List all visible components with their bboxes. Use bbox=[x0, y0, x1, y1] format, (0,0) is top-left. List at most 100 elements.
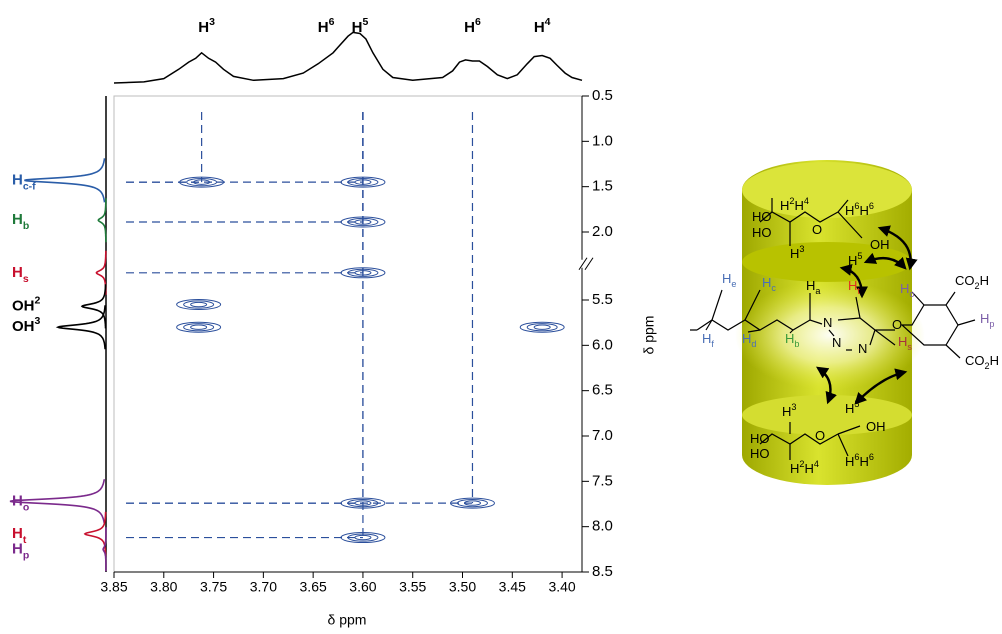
diagram-label: He bbox=[722, 271, 736, 289]
label-part: H bbox=[790, 246, 799, 261]
lower-ring-bond bbox=[759, 433, 839, 445]
label-part: HO bbox=[752, 225, 772, 240]
x-tick-label: 3.80 bbox=[150, 579, 177, 595]
label-part: CO bbox=[965, 353, 985, 368]
left-projection-peak bbox=[83, 511, 107, 556]
label-part: e bbox=[731, 279, 736, 289]
label-part: 2 bbox=[975, 281, 980, 291]
diagram-label: OH bbox=[870, 237, 890, 252]
cross-peak-contour bbox=[176, 321, 222, 333]
benzene-bond bbox=[900, 291, 976, 359]
label-part: H bbox=[742, 331, 751, 346]
label-part: H bbox=[785, 331, 794, 346]
lower-ring-bond bbox=[789, 422, 861, 460]
label-part: O bbox=[892, 317, 902, 332]
top-projection bbox=[113, 31, 583, 84]
label-part: b bbox=[794, 339, 799, 349]
y-tick-label: 2.0 bbox=[592, 223, 613, 240]
noe-arrow bbox=[877, 225, 918, 271]
x-tick-label: 3.40 bbox=[548, 579, 575, 595]
guest-glow bbox=[735, 280, 925, 390]
diagram-label: Hp bbox=[980, 311, 994, 329]
cross-peak-contour bbox=[347, 533, 379, 542]
label-part: 6 bbox=[869, 201, 874, 211]
cyclodextrin-diagram bbox=[690, 160, 976, 485]
diagram-label: CO2H bbox=[965, 353, 999, 371]
left-peak-label: Ho bbox=[12, 492, 29, 513]
x-tick-label: 3.45 bbox=[499, 579, 526, 595]
y-tick-label: 7.0 bbox=[592, 427, 613, 444]
cross-peak-contour bbox=[347, 217, 379, 227]
label-part: o bbox=[909, 289, 914, 299]
label-part: 6 bbox=[854, 452, 859, 462]
label-part: OH bbox=[870, 237, 890, 252]
noe-arrow bbox=[863, 252, 907, 270]
cross-peak-contour bbox=[190, 324, 208, 330]
diagram-label: Ha bbox=[806, 278, 821, 296]
y-tick-label: 1.0 bbox=[592, 132, 613, 149]
cross-peak-contour bbox=[354, 219, 372, 225]
label-part: 2 bbox=[35, 294, 41, 306]
cross-peak-contour bbox=[526, 323, 558, 332]
label-part: 2 bbox=[985, 361, 990, 371]
label-part: H bbox=[12, 264, 23, 281]
diagram-label: O bbox=[815, 428, 825, 443]
label-part: H bbox=[12, 525, 23, 542]
label-part: H bbox=[794, 198, 803, 213]
label-part: H bbox=[980, 311, 989, 326]
diagram-label: CO2H bbox=[955, 273, 989, 291]
cross-peak-contour bbox=[456, 498, 488, 508]
y-axis-label: δ ppm bbox=[641, 316, 657, 355]
label-part: H bbox=[534, 19, 545, 36]
label-part: N bbox=[858, 341, 867, 356]
label-part: HO bbox=[752, 209, 772, 224]
label-part: OH bbox=[12, 297, 35, 314]
label-part: 4 bbox=[545, 16, 551, 28]
x-tick-label: 3.55 bbox=[399, 579, 426, 595]
left-projection-peak bbox=[95, 250, 107, 295]
chain-h-bond bbox=[705, 289, 811, 334]
x-tick-label: 3.85 bbox=[100, 579, 127, 595]
cross-peak-contour bbox=[340, 497, 386, 509]
cross-peak-contour bbox=[354, 179, 372, 185]
cross-peak-contour bbox=[519, 321, 565, 333]
label-part: H bbox=[464, 19, 475, 36]
diagram-label: H2H4 bbox=[790, 459, 819, 476]
label-part: H bbox=[782, 404, 791, 419]
lower-ring-top bbox=[742, 395, 912, 435]
cross-peak-contour bbox=[533, 324, 551, 330]
label-part: 5 bbox=[857, 251, 862, 261]
diagram-label: Hb bbox=[785, 331, 799, 349]
diagram-label: HO bbox=[752, 209, 772, 224]
diagram-label: Ho bbox=[900, 281, 914, 299]
diagram-label: Hs bbox=[898, 334, 912, 352]
label-part: O bbox=[812, 222, 822, 237]
diagram-label: Ht bbox=[848, 278, 860, 296]
label-part: N bbox=[832, 335, 841, 350]
top-peak-label: H5 bbox=[352, 16, 369, 36]
top-peak-label: H6 bbox=[318, 16, 335, 36]
label-part: 3 bbox=[791, 402, 796, 412]
cross-peak-contour bbox=[340, 267, 386, 279]
noe-arrow bbox=[854, 368, 908, 405]
diagram-label: N bbox=[823, 315, 832, 330]
y-tick-label: 1.5 bbox=[592, 178, 613, 195]
label-part: H bbox=[702, 331, 711, 346]
label-part: 6 bbox=[854, 201, 859, 211]
left-peak-label: Hc-f bbox=[12, 171, 36, 192]
diagram-label: HO bbox=[750, 431, 770, 446]
left-projection-peak bbox=[97, 198, 107, 243]
left-peak-label: OH2 bbox=[12, 294, 41, 314]
label-part: H bbox=[780, 198, 789, 213]
triazole-bond bbox=[828, 296, 896, 351]
label-part: s bbox=[23, 273, 29, 285]
diagram-label: Hd bbox=[742, 331, 756, 349]
upper-ring-bond bbox=[771, 198, 863, 246]
cross-peak-contour bbox=[183, 300, 215, 309]
label-part: 6 bbox=[869, 452, 874, 462]
diagram-label: O bbox=[892, 317, 902, 332]
y-tick-label: 7.5 bbox=[592, 472, 613, 489]
label-part: HO bbox=[750, 446, 770, 461]
cross-peak-contour bbox=[354, 270, 372, 276]
